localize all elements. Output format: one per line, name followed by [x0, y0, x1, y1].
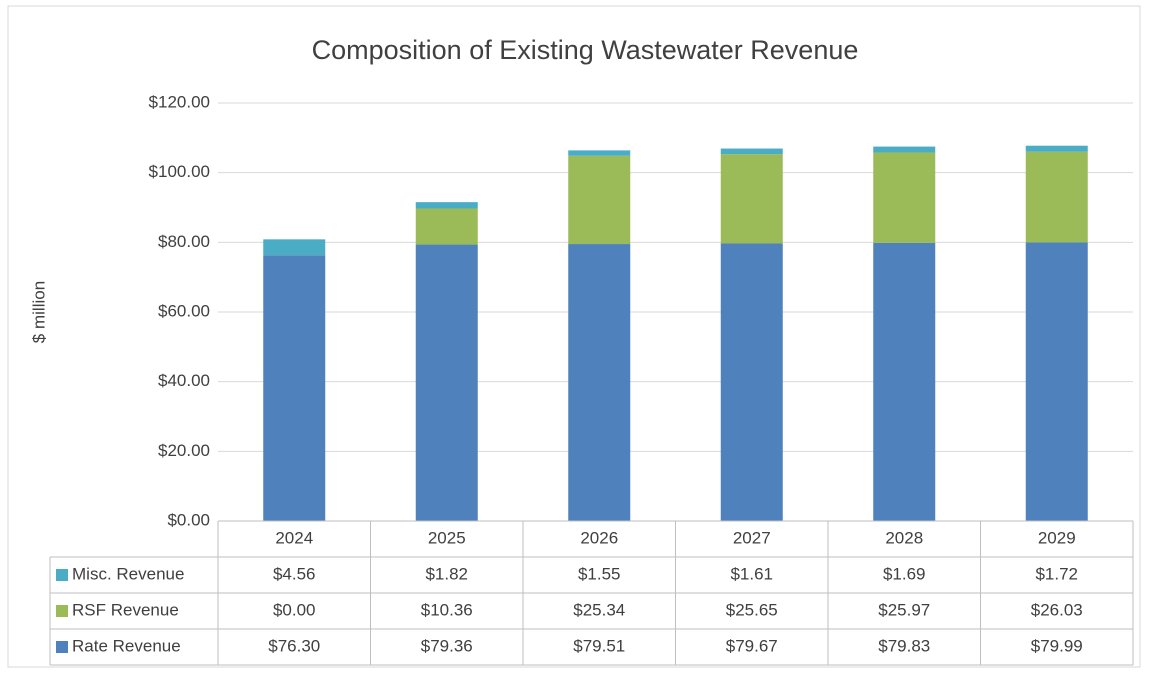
bar-segment: [720, 148, 783, 155]
table-value: $1.61: [730, 564, 773, 583]
bar-segment: [720, 243, 783, 521]
legend-swatch: [56, 605, 68, 617]
table-value: $79.51: [573, 636, 625, 655]
bar-segment: [568, 150, 631, 156]
table-value: $10.36: [421, 600, 473, 619]
bar-segment: [568, 244, 631, 521]
table-value: $25.65: [726, 600, 778, 619]
table-value: $79.83: [878, 636, 930, 655]
table-value: $4.56: [273, 564, 316, 583]
table-value: $0.00: [273, 600, 316, 619]
table-value: $76.30: [268, 636, 320, 655]
x-tick-label: 2025: [428, 528, 466, 547]
x-tick-label: 2026: [580, 528, 618, 547]
x-tick-label: 2029: [1038, 528, 1076, 547]
table-value: $26.03: [1031, 600, 1083, 619]
bar-segment: [1025, 242, 1088, 521]
bar-segment: [1025, 145, 1088, 152]
bar-segment: [415, 244, 478, 521]
table-value: $79.36: [421, 636, 473, 655]
table-value: $1.55: [578, 564, 621, 583]
y-tick-label: $20.00: [158, 441, 210, 460]
x-tick-label: 2024: [275, 528, 313, 547]
y-tick-label: $120.00: [149, 92, 210, 111]
bar-segment: [263, 255, 326, 521]
y-tick-label: $40.00: [158, 371, 210, 390]
table-value: $25.34: [573, 600, 625, 619]
bar-segment: [263, 239, 326, 256]
y-tick-label: $0.00: [167, 510, 210, 529]
chart-title: Composition of Existing Wastewater Reven…: [312, 35, 859, 65]
legend-swatch: [56, 641, 68, 653]
y-axis-label: $ million: [29, 281, 48, 343]
bar-segment: [720, 154, 783, 244]
bar-segment: [873, 152, 936, 243]
table-value: $1.69: [883, 564, 926, 583]
table-value: $1.72: [1035, 564, 1078, 583]
table-value: $79.99: [1031, 636, 1083, 655]
legend-label: Rate Revenue: [72, 636, 181, 655]
y-tick-label: $60.00: [158, 301, 210, 320]
y-tick-label: $80.00: [158, 232, 210, 251]
bar-segment: [873, 146, 936, 153]
y-tick-label: $100.00: [149, 162, 210, 181]
bar-segment: [415, 202, 478, 209]
x-tick-label: 2028: [885, 528, 923, 547]
x-tick-label: 2027: [733, 528, 771, 547]
bar-segment: [873, 242, 936, 521]
bar-segment: [1025, 151, 1088, 243]
bar-segment: [568, 155, 631, 245]
table-value: $1.82: [425, 564, 468, 583]
bar-segment: [415, 208, 478, 245]
legend-label: Misc. Revenue: [72, 564, 184, 583]
table-value: $25.97: [878, 600, 930, 619]
table-value: $79.67: [726, 636, 778, 655]
legend-swatch: [56, 569, 68, 581]
legend-label: RSF Revenue: [72, 600, 179, 619]
